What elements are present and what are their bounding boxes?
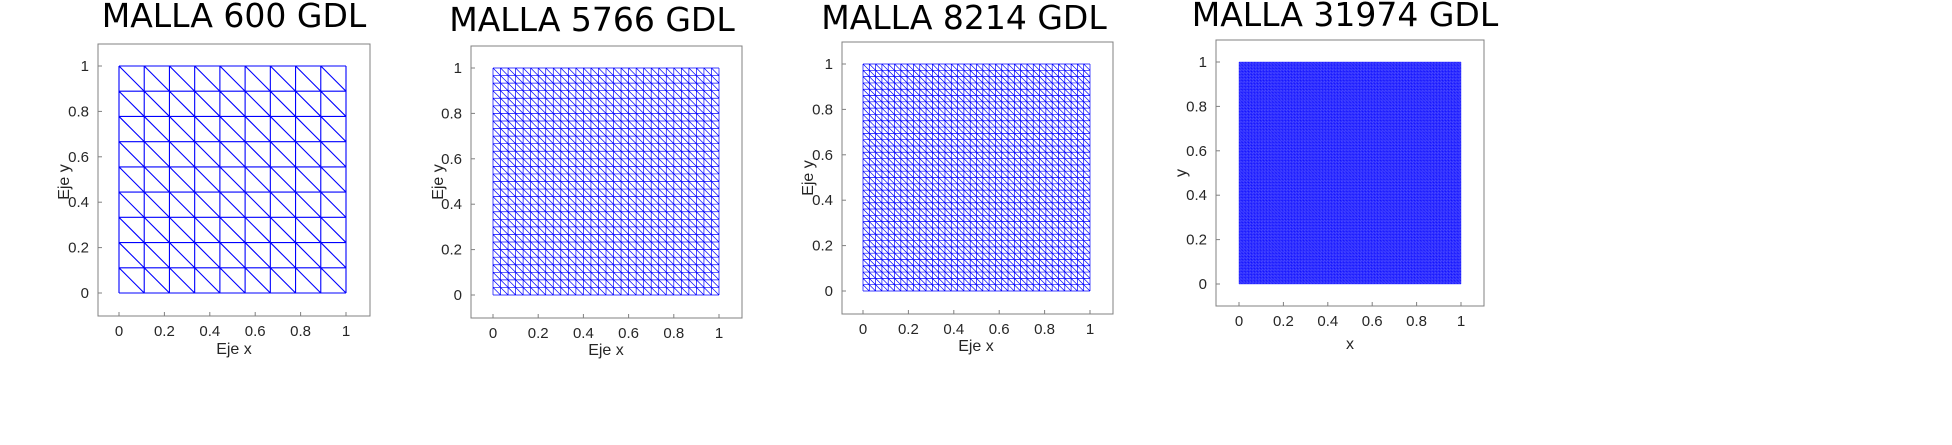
y-tick-label: 0.2 — [1186, 232, 1207, 249]
y-axis-label: Eje y — [800, 160, 817, 196]
axes-box — [97, 43, 371, 317]
y-tick-label: 0 — [81, 285, 89, 302]
y-tick-label: 0.6 — [441, 151, 462, 168]
y-tick-label: 0 — [454, 287, 462, 304]
y-tick-label: 0.4 — [441, 196, 462, 213]
x-tick-label: 0.2 — [528, 325, 549, 342]
mesh-edges — [118, 65, 347, 294]
x-tick-label: 0.4 — [573, 325, 594, 342]
x-tick-label: 0.2 — [1273, 313, 1294, 330]
x-tick-label: 1 — [1086, 321, 1094, 338]
mesh-edges — [492, 67, 720, 296]
x-tick-label: 1 — [715, 325, 723, 342]
y-tick-label: 1 — [81, 58, 89, 75]
y-tick-label: 0.4 — [1186, 187, 1207, 204]
y-tick-label: 0.6 — [1186, 143, 1207, 160]
mesh-panel-1: 0 0.2 0.4 0.6 0.8 1 0 0.2 0.4 0.6 0.8 1 MALLA 600 GD… — [56, 0, 371, 358]
x-tick-label: 0.6 — [989, 321, 1010, 338]
x-tick-label: 0.8 — [290, 323, 311, 340]
x-tick-label: 0 — [1235, 313, 1243, 330]
y-tick-label: 0 — [1199, 276, 1207, 293]
mesh-panel-3: 0 0.2 0.4 0.6 0.8 1 0 0.2 0.4 0.6 0.8 1 MALLA 8214 G… — [800, 0, 1114, 355]
y-tick-label: 0.2 — [441, 242, 462, 259]
y-tick-label: 0.8 — [441, 105, 462, 122]
x-tick-label: 1 — [1457, 313, 1465, 330]
y-tick-label: 0.6 — [812, 147, 833, 164]
y-tick-label: 0.8 — [812, 101, 833, 118]
x-tick-label: 0.6 — [1362, 313, 1383, 330]
y-axis-label: Eje y — [56, 164, 73, 200]
panel-title: MALLA 8214 GDL — [821, 0, 1107, 37]
panel-title: MALLA 600 GDL — [102, 0, 367, 35]
x-tick-label: 0.4 — [943, 321, 964, 338]
y-axis-label: Eje y — [430, 164, 447, 200]
y-tick-label: 1 — [1199, 54, 1207, 71]
y-tick-label: 0 — [825, 283, 833, 300]
axes-box — [1215, 39, 1485, 307]
x-tick-label: 0.4 — [199, 323, 220, 340]
x-tick-label: 0 — [115, 323, 123, 340]
x-axis-label: Eje x — [588, 342, 624, 359]
y-tick-label: 0.4 — [68, 194, 89, 211]
y-tick-label: 0.4 — [812, 192, 833, 209]
x-tick-label: 0.8 — [663, 325, 684, 342]
x-tick-label: 0.6 — [618, 325, 639, 342]
mesh-panel-4: 0 0.2 0.4 0.6 0.8 1 0 0.2 0.4 0.6 0.8 1 MALLA 31974 … — [1173, 0, 1499, 353]
x-axis-label: Eje x — [958, 338, 994, 355]
x-tick-label: 0.2 — [154, 323, 175, 340]
mesh-edges — [1238, 61, 1462, 285]
x-axis-label: Eje x — [216, 341, 252, 358]
panel-title: MALLA 31974 GDL — [1192, 0, 1499, 34]
triangular-mesh — [118, 65, 347, 294]
triangular-mesh — [1238, 61, 1462, 285]
x-tick-label: 0 — [859, 321, 867, 338]
y-tick-label: 0.6 — [68, 149, 89, 166]
y-tick-label: 0.2 — [68, 240, 89, 257]
y-tick-label: 1 — [454, 60, 462, 77]
panel-title: MALLA 5766 GDL — [449, 0, 735, 39]
y-tick-label: 0.8 — [68, 103, 89, 120]
y-tick-label: 1 — [825, 56, 833, 73]
y-tick-label: 0.8 — [1186, 98, 1207, 115]
x-tick-label: 0.6 — [245, 323, 266, 340]
x-tick-label: 0.8 — [1034, 321, 1055, 338]
y-axis-label: y — [1173, 169, 1190, 177]
x-tick-label: 0.2 — [898, 321, 919, 338]
y-tick-label: 0.2 — [812, 238, 833, 255]
x-tick-label: 1 — [342, 323, 350, 340]
axes-box — [470, 45, 743, 319]
mesh-panel-2: 0 0.2 0.4 0.6 0.8 1 0 0.2 0.4 0.6 0.8 1 MALLA 5766 G… — [430, 0, 743, 359]
x-tick-label: 0 — [489, 325, 497, 342]
x-tick-label: 0.4 — [1317, 313, 1338, 330]
triangular-mesh — [492, 67, 720, 296]
x-tick-label: 0.8 — [1406, 313, 1427, 330]
triangular-mesh — [862, 63, 1091, 292]
axes-box — [841, 41, 1114, 315]
mesh-edges — [862, 63, 1091, 292]
x-axis-label: x — [1346, 336, 1354, 353]
